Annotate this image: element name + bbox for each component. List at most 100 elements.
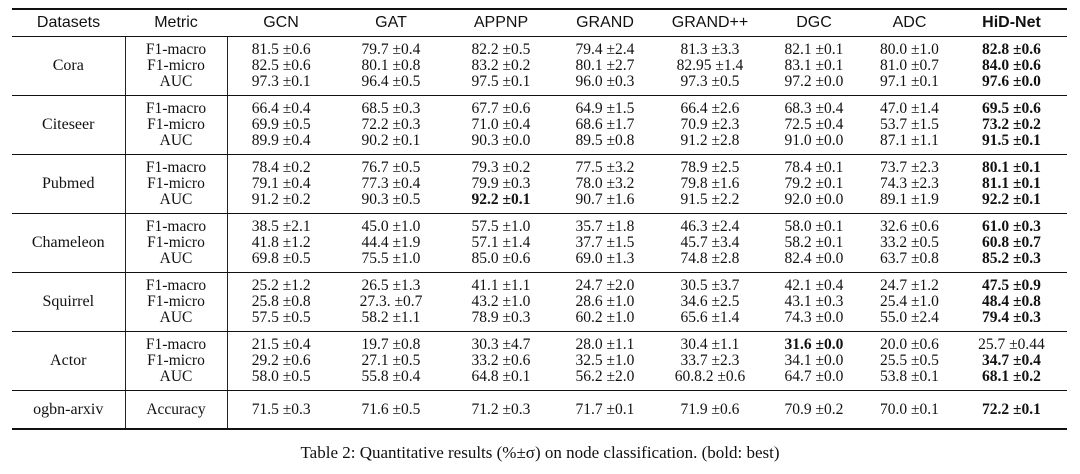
best-value: 68.1 ±0.2 <box>982 368 1041 385</box>
value: 42.1 ±0.4 <box>784 277 844 294</box>
value: 97.2 ±0.0 <box>784 73 844 90</box>
metric-label: F1-micro <box>147 57 205 74</box>
value: 64.9 ±1.5 <box>575 100 635 117</box>
value-cell: 45.0 ±1.0 44.4 ±1.9 75.5 ±1.0 <box>335 213 447 273</box>
value-cell: 78.4 ±0.1 79.2 ±0.1 92.0 ±0.0 <box>765 154 863 214</box>
value: 81.3 ±3.3 <box>680 41 740 58</box>
value-cell: 19.7 ±0.8 27.1 ±0.5 55.8 ±0.4 <box>335 331 447 391</box>
metric-label: AUC <box>159 309 193 326</box>
value: 33.7 ±2.3 <box>680 352 740 369</box>
value: 96.4 ±0.5 <box>361 73 421 90</box>
value: 56.2 ±2.0 <box>575 368 635 385</box>
value: 28.6 ±1.0 <box>575 293 635 310</box>
value: 79.8 ±1.6 <box>680 175 740 192</box>
value-cell: 81.3 ±3.3 82.95 ±1.4 97.3 ±0.5 <box>655 36 765 96</box>
value: 60.8.2 ±0.6 <box>674 368 746 385</box>
value: 83.2 ±0.2 <box>471 57 531 74</box>
value: 81.5 ±0.6 <box>251 41 311 58</box>
table-row: Pubmed F1-macro F1-micro AUC 78.4 ±0.2 79.1 ±… <box>12 154 1067 214</box>
value: 80.0 ±1.0 <box>880 41 939 58</box>
value: 58.0 ±0.5 <box>251 368 311 385</box>
metric-label: F1-micro <box>147 352 205 369</box>
value: 91.2 ±0.2 <box>251 191 311 208</box>
value: 89.9 ±0.4 <box>251 132 311 149</box>
metric-label: F1-macro <box>145 41 207 58</box>
value: 24.7 ±2.0 <box>575 277 635 294</box>
value: 77.5 ±3.2 <box>575 159 635 176</box>
metric-label: AUC <box>159 368 193 385</box>
value: 55.0 ±2.4 <box>880 309 939 326</box>
value-cell: 64.9 ±1.5 68.6 ±1.7 89.5 ±0.8 <box>555 95 655 155</box>
table-body: Cora F1-macro F1-micro AUC 81.5 ±0.6 82.5 ±0.… <box>12 36 1067 430</box>
value: 25.5 ±0.5 <box>880 352 939 369</box>
value-cell: 69.5 ±0.6 73.2 ±0.2 91.5 ±0.1 <box>956 95 1067 155</box>
value-cell: 76.7 ±0.5 77.3 ±0.4 90.3 ±0.5 <box>335 154 447 214</box>
value: 58.2 ±1.1 <box>361 309 421 326</box>
value: 68.6 ±1.7 <box>575 116 635 133</box>
value: 64.8 ±0.1 <box>471 368 531 385</box>
metric-cell: F1-macro F1-micro AUC <box>124 331 228 391</box>
value: 47.0 ±1.4 <box>880 100 939 117</box>
value-cell: 30.4 ±1.1 33.7 ±2.3 60.8.2 ±0.6 <box>655 331 765 391</box>
value: 25.8 ±0.8 <box>251 293 311 310</box>
value: 82.5 ±0.6 <box>251 57 311 74</box>
table-row: Cora F1-macro F1-micro AUC 81.5 ±0.6 82.5 ±0.… <box>12 36 1067 96</box>
best-value: 48.4 ±0.8 <box>982 293 1041 310</box>
value: 53.8 ±0.1 <box>880 368 939 385</box>
value: 79.4 ±2.4 <box>575 41 635 58</box>
value-cell: 66.4 ±0.4 69.9 ±0.5 89.9 ±0.4 <box>227 95 335 155</box>
value-cell: 77.5 ±3.2 78.0 ±3.2 90.7 ±1.6 <box>555 154 655 214</box>
table-row: ogbn-arxiv Accuracy 71.5 ±0.3 71.6 ±0.5 71.2… <box>12 390 1067 430</box>
best-value: 79.4 ±0.3 <box>982 309 1041 326</box>
header-datasets: Datasets <box>12 8 125 37</box>
metric-label: AUC <box>159 73 193 90</box>
value: 71.5 ±0.3 <box>251 400 311 418</box>
metric-label: F1-macro <box>145 336 207 353</box>
value: 45.7 ±3.4 <box>680 234 740 251</box>
value: 79.1 ±0.4 <box>251 175 311 192</box>
value: 71.9 ±0.6 <box>680 400 740 418</box>
best-value: 82.8 ±0.6 <box>982 41 1041 58</box>
value: 80.1 ±2.7 <box>575 57 635 74</box>
header-metric: Metric <box>125 8 227 37</box>
metric-label: AUC <box>159 132 193 149</box>
metric-label: F1-macro <box>145 218 207 235</box>
value: 96.0 ±0.3 <box>575 73 635 90</box>
value: 41.8 ±1.2 <box>251 234 311 251</box>
value: 79.7 ±0.4 <box>361 41 421 58</box>
value-cell: 71.7 ±0.1 <box>555 390 655 430</box>
value: 34.1 ±0.0 <box>784 352 844 369</box>
value-cell: 82.1 ±0.1 83.1 ±0.1 97.2 ±0.0 <box>765 36 863 96</box>
value: 33.2 ±0.6 <box>471 352 531 369</box>
value: 82.95 ±1.4 <box>676 57 744 74</box>
dataset-name: Chameleon <box>12 213 125 273</box>
value: 77.3 ±0.4 <box>361 175 421 192</box>
value: 71.7 ±0.1 <box>575 400 635 418</box>
value: 30.5 ±3.7 <box>680 277 740 294</box>
value-cell: 82.8 ±0.6 84.0 ±0.6 97.6 ±0.0 <box>956 36 1067 96</box>
best-value: 92.2 ±0.1 <box>982 191 1041 208</box>
value: 43.1 ±0.3 <box>784 293 844 310</box>
value-cell: 70.9 ±0.2 <box>765 390 863 430</box>
value: 87.1 ±1.1 <box>880 132 939 149</box>
metric-cell: F1-macro F1-micro AUC <box>124 213 228 273</box>
value: 91.0 ±0.0 <box>784 132 844 149</box>
value-cell: 35.7 ±1.8 37.7 ±1.5 69.0 ±1.3 <box>555 213 655 273</box>
value-cell: 47.5 ±0.9 48.4 ±0.8 79.4 ±0.3 <box>956 272 1067 332</box>
value: 68.3 ±0.4 <box>784 100 844 117</box>
value: 57.5 ±0.5 <box>251 309 311 326</box>
value: 78.9 ±0.3 <box>471 309 531 326</box>
value-cell: 71.6 ±0.5 <box>335 390 447 430</box>
value-cell: 47.0 ±1.4 53.7 ±1.5 87.1 ±1.1 <box>863 95 956 155</box>
metric-cell: F1-macro F1-micro AUC <box>124 154 228 214</box>
value: 38.5 ±2.1 <box>251 218 311 235</box>
value: 82.1 ±0.1 <box>784 41 844 58</box>
dataset-name: Cora <box>12 36 125 96</box>
header-gcn: GCN <box>227 8 335 37</box>
value-cell: 68.3 ±0.4 72.5 ±0.4 91.0 ±0.0 <box>765 95 863 155</box>
value: 27.3. ±0.7 <box>359 293 423 310</box>
value: 46.3 ±2.4 <box>680 218 740 235</box>
value-cell: 26.5 ±1.3 27.3. ±0.7 58.2 ±1.1 <box>335 272 447 332</box>
value: 91.2 ±2.8 <box>680 132 740 149</box>
value: 79.9 ±0.3 <box>471 175 531 192</box>
